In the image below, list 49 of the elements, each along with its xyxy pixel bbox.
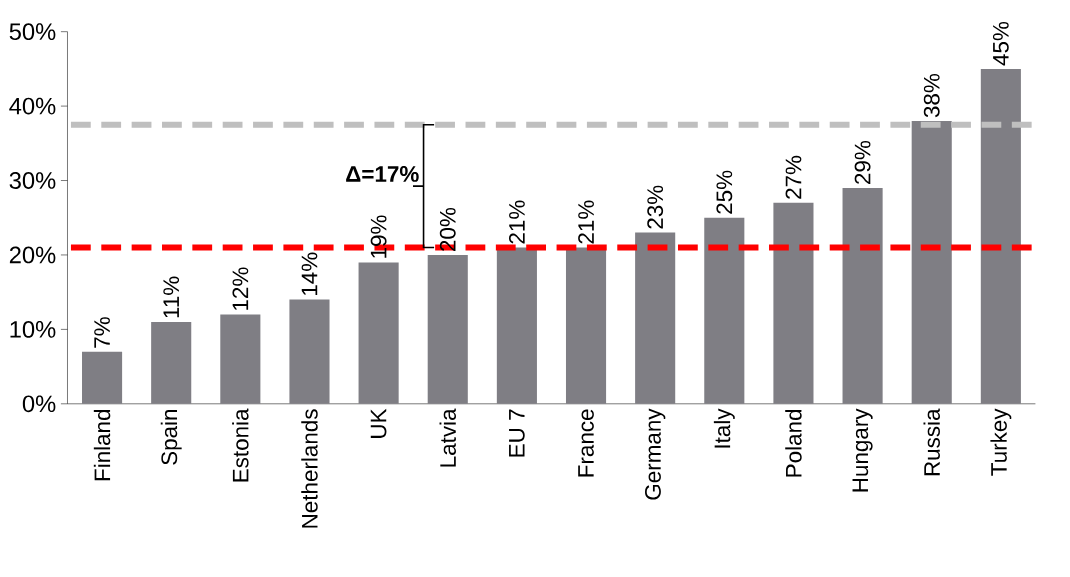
data-label: 20% xyxy=(439,207,456,251)
x-tick-label: Latvia xyxy=(439,408,456,467)
bar xyxy=(289,299,330,404)
y-tick-label: 50% xyxy=(9,23,56,41)
y-tick-label: 20% xyxy=(9,246,56,264)
y-tick-label: 0% xyxy=(22,395,56,413)
bar xyxy=(358,262,399,404)
bar xyxy=(704,217,745,404)
x-tick-label: Poland xyxy=(785,409,802,477)
bar xyxy=(773,202,814,404)
annotation: Δ=17% xyxy=(346,166,419,182)
bar xyxy=(82,351,123,404)
x-tick-label: Spain xyxy=(160,409,182,465)
data-label: 7% xyxy=(94,317,110,348)
bar xyxy=(635,232,676,404)
data-label: 29% xyxy=(854,140,871,184)
bar xyxy=(565,247,607,404)
bar xyxy=(842,187,883,404)
data-label: 21% xyxy=(508,200,525,244)
x-tick-label: Netherlands xyxy=(301,409,318,528)
data-label: 45% xyxy=(992,21,1009,66)
bar xyxy=(980,68,1021,404)
bar xyxy=(151,321,192,404)
bar xyxy=(220,314,261,404)
bar xyxy=(911,120,952,404)
x-tick-label: Estonia xyxy=(232,408,249,482)
data-label: 19% xyxy=(370,215,387,258)
x-tick-label: EU 7 xyxy=(509,409,525,457)
y-tick-label: 40% xyxy=(9,97,56,115)
data-label: 38% xyxy=(923,73,940,118)
y-tick-label: 10% xyxy=(10,320,56,338)
x-tick-label: Hungary xyxy=(852,408,873,492)
y-tick-label: 30% xyxy=(9,172,56,189)
data-label: 12% xyxy=(232,267,249,310)
bar xyxy=(427,254,468,404)
data-label: 14% xyxy=(301,252,318,295)
data-label: 25% xyxy=(716,170,733,214)
x-tick-label: Turkey xyxy=(990,408,1012,476)
data-label: 21% xyxy=(578,200,594,244)
x-tick-label: France xyxy=(578,409,594,477)
data-label: 27% xyxy=(785,155,802,199)
x-tick-label: Italy xyxy=(713,408,735,448)
data-label: 23% xyxy=(647,185,664,229)
x-tick-label: Russia xyxy=(923,408,940,476)
x-tick-label: Germany xyxy=(645,408,666,500)
data-label: 11% xyxy=(163,276,180,318)
x-tick-label: UK xyxy=(370,408,387,438)
bar xyxy=(496,247,537,404)
x-tick-label: Finland xyxy=(93,409,111,481)
